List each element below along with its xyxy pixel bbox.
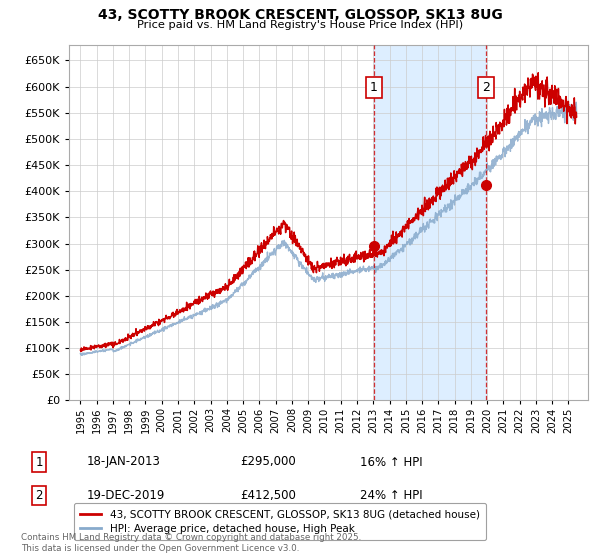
Text: 1: 1 <box>35 455 43 469</box>
Text: 1: 1 <box>370 81 378 94</box>
Text: Price paid vs. HM Land Registry's House Price Index (HPI): Price paid vs. HM Land Registry's House … <box>137 20 463 30</box>
Legend: 43, SCOTTY BROOK CRESCENT, GLOSSOP, SK13 8UG (detached house), HPI: Average pric: 43, SCOTTY BROOK CRESCENT, GLOSSOP, SK13… <box>74 503 486 540</box>
Text: £412,500: £412,500 <box>240 489 296 502</box>
Text: 19-DEC-2019: 19-DEC-2019 <box>87 489 166 502</box>
Text: 16% ↑ HPI: 16% ↑ HPI <box>360 455 422 469</box>
Text: 24% ↑ HPI: 24% ↑ HPI <box>360 489 422 502</box>
Text: 2: 2 <box>482 81 490 94</box>
Text: £295,000: £295,000 <box>240 455 296 469</box>
Text: 18-JAN-2013: 18-JAN-2013 <box>87 455 161 469</box>
Bar <box>374 45 486 400</box>
Text: 2: 2 <box>35 489 43 502</box>
Text: Contains HM Land Registry data © Crown copyright and database right 2025.
This d: Contains HM Land Registry data © Crown c… <box>21 533 361 553</box>
Text: 43, SCOTTY BROOK CRESCENT, GLOSSOP, SK13 8UG: 43, SCOTTY BROOK CRESCENT, GLOSSOP, SK13… <box>98 8 502 22</box>
